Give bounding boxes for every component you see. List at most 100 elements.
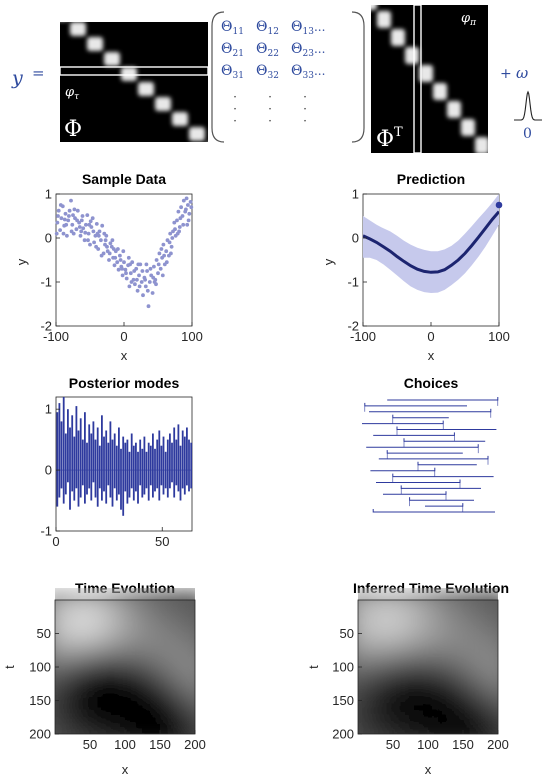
inferred-time-evolution-cell	[498, 619, 504, 624]
inferred-time-evolution-cell	[498, 629, 504, 634]
inferred-time-evolution-cell	[393, 619, 399, 625]
time-evolution-cell	[185, 643, 191, 649]
time-evolution-cell	[180, 710, 186, 716]
posterior-mode-bar	[145, 451, 148, 489]
inferred-time-evolution-cell	[408, 667, 414, 673]
time-evolution-cell	[105, 628, 111, 634]
inferred-time-evolution-cell	[483, 638, 489, 644]
theta-dot: ·	[303, 102, 307, 116]
time-evolution-cell	[100, 734, 106, 739]
time-evolution-cell	[65, 614, 71, 620]
inferred-time-evolution-cell	[438, 614, 444, 620]
time-evolution-cell	[155, 686, 161, 692]
inferred-time-evolution-cell	[478, 652, 484, 658]
posterior-mode-bar	[179, 445, 182, 501]
time-evolution-cell	[190, 628, 195, 634]
time-evolution-cell	[190, 681, 195, 687]
time-evolution-cell	[200, 605, 206, 610]
inferred-time-evolution-cell	[383, 609, 389, 615]
inferred-time-evolution-cell	[428, 671, 434, 678]
inferred-time-evolution-cell	[428, 686, 434, 692]
inferred-time-evolution-cell	[483, 623, 489, 630]
time-evolution-cell	[145, 724, 151, 730]
inferred-time-evolution-cell	[443, 652, 449, 658]
time-evolution-cell	[75, 614, 81, 620]
time-evolution-cell	[125, 633, 131, 639]
inferred-time-evolution-cell	[488, 638, 494, 644]
inferred-time-evolution-cell	[403, 590, 409, 596]
inferred-time-evolution-cell	[398, 667, 404, 673]
inferred-time-evolution-cell	[473, 628, 479, 634]
time-evolution-cell	[140, 719, 146, 725]
time-evolution-cell	[195, 595, 201, 600]
time-evolution-cell	[105, 681, 111, 687]
inferred-time-evolution-cell	[443, 734, 449, 739]
inferred-time-evolution-cell	[468, 676, 474, 682]
inferred-time-evolution-cell	[433, 676, 439, 682]
time-evolution-cell	[185, 686, 191, 692]
time-evolution-cell	[155, 705, 161, 711]
inferred-time-evolution-cell	[463, 695, 469, 701]
time-evolution-cell	[75, 681, 81, 687]
sample-data-point	[169, 244, 174, 249]
inferred-time-evolution-cell	[378, 614, 384, 620]
time-evolution-cell	[195, 696, 201, 701]
time-evolution-cell	[155, 729, 161, 734]
sample-data-point	[108, 241, 113, 246]
sample-data-point	[82, 238, 87, 243]
time-evolution-cell	[105, 667, 111, 673]
time-evolution-cell	[180, 695, 186, 701]
inferred-time-evolution-cell	[423, 714, 429, 721]
time-evolution-cell	[150, 695, 156, 701]
time-evolution-cell	[110, 662, 116, 668]
time-evolution-cell	[170, 719, 176, 725]
time-evolution-cell	[110, 671, 116, 678]
theta-entry: Θ11	[221, 19, 244, 37]
time-evolution-cell	[200, 729, 206, 734]
inferred-time-evolution-cell	[373, 662, 379, 668]
inferred-time-evolution-cell	[398, 729, 404, 734]
phi-transpose-basis-band	[405, 47, 419, 64]
inferred-time-evolution-cell	[413, 628, 419, 634]
inferred-time-evolution-cell	[423, 643, 429, 649]
sample-data-point	[110, 238, 115, 243]
time-evolution-cell	[170, 643, 176, 649]
time-evolution-cell	[190, 695, 195, 701]
inferred-time-evolution-cell	[498, 701, 504, 706]
inferred-time-evolution-cell	[398, 700, 404, 706]
prediction-ytick-label: 0	[352, 231, 359, 246]
inferred-time-evolution-cell	[478, 647, 484, 654]
time-evolution-cell	[85, 686, 91, 692]
time-evolution-cell	[120, 690, 126, 697]
inferred-time-evolution-cell	[378, 638, 384, 644]
inferred-time-evolution-cell	[448, 700, 454, 706]
time-evolution-cell	[155, 628, 161, 634]
time-evolution-cell	[80, 724, 86, 730]
inferred-time-evolution-ytick-label: 50	[340, 626, 354, 641]
time-evolution-cell	[200, 662, 206, 667]
inferred-time-evolution-cell	[468, 643, 474, 649]
time-evolution-cell	[190, 638, 195, 644]
time-evolution-cell	[195, 662, 201, 667]
time-evolution-cell	[165, 590, 171, 596]
inferred-time-evolution-cell	[368, 600, 374, 606]
time-evolution-cell	[45, 590, 51, 595]
inferred-time-evolution-cell	[418, 700, 424, 706]
time-evolution-cell	[150, 638, 156, 644]
time-evolution-cell	[140, 590, 146, 596]
time-evolution-cell	[170, 652, 176, 658]
time-evolution-cell	[195, 701, 201, 706]
inferred-time-evolution-cell	[503, 729, 509, 734]
posterior-mode-bar	[118, 427, 120, 495]
time-evolution-cell	[100, 681, 106, 687]
noise-term: + ω 0	[500, 64, 542, 142]
inferred-time-evolution-cell	[428, 643, 434, 649]
inferred-time-evolution-cell	[463, 724, 469, 730]
time-evolution-cell	[45, 686, 51, 691]
sample-data-point	[179, 205, 184, 210]
inferred-time-evolution-cell	[483, 590, 489, 596]
sample-data-xtick-label: 100	[181, 329, 203, 344]
inferred-time-evolution-cell	[393, 628, 399, 634]
inferred-time-evolution-cell	[388, 681, 394, 687]
time-evolution-cell	[70, 690, 76, 697]
